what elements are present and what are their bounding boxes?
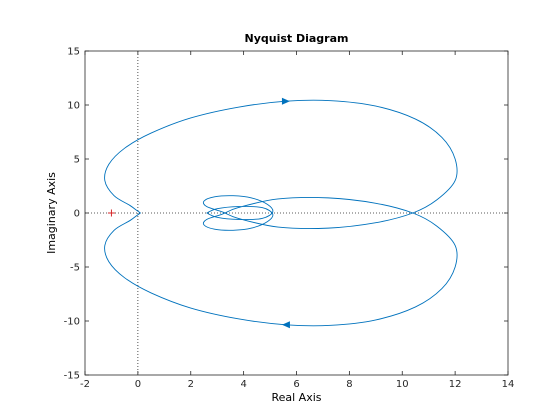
nyquist-curve-positive-frequency xyxy=(104,99,458,229)
y-axis-label: Imaginary Axis xyxy=(45,172,58,254)
y-tick-label: -15 xyxy=(64,371,80,382)
x-tick-label: -2 xyxy=(80,379,90,390)
nyquist-curve-negative-frequency xyxy=(104,197,458,327)
reference-lines xyxy=(85,51,508,375)
x-tick-label: 10 xyxy=(396,379,409,390)
axis-ticks: -2 0 2 4 6 8 10 12 14 -15 -10 -5 0 5 10 15 xyxy=(64,47,515,391)
y-tick-label: 10 xyxy=(67,101,80,112)
x-tick-label: 14 xyxy=(502,379,515,390)
y-tick-label: -10 xyxy=(64,317,80,328)
x-tick-label: 8 xyxy=(346,379,352,390)
critical-point-marker xyxy=(107,209,115,217)
y-tick-label: 5 xyxy=(74,155,80,166)
x-tick-label: 2 xyxy=(188,379,194,390)
x-tick-label: 0 xyxy=(135,379,141,390)
nyquist-curve-group xyxy=(104,97,458,329)
direction-arrow-right xyxy=(281,97,290,105)
chart-title: Nyquist Diagram xyxy=(245,32,349,45)
plot-area xyxy=(85,51,508,375)
x-tick-label: 4 xyxy=(240,379,246,390)
y-tick-label: 0 xyxy=(74,209,80,220)
y-tick-label: 15 xyxy=(67,47,80,58)
direction-arrow-left xyxy=(281,321,290,329)
y-tick-label: -5 xyxy=(70,263,80,274)
x-tick-label: 6 xyxy=(293,379,299,390)
marker-group xyxy=(107,209,115,217)
x-axis-label: Real Axis xyxy=(271,391,321,404)
x-tick-label: 12 xyxy=(449,379,462,390)
